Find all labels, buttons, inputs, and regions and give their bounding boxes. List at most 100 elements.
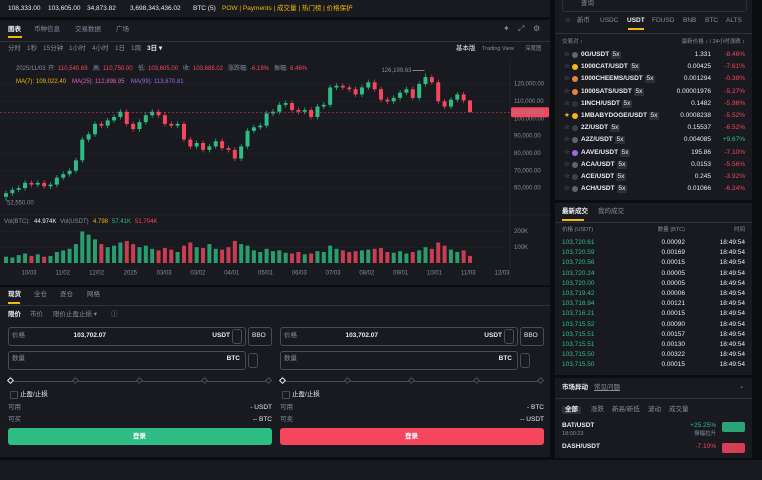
movers-tab[interactable]: 成交量 [669, 406, 689, 413]
pair-name[interactable]: 1000CAT/USDT [581, 63, 628, 71]
bbo-button[interactable] [248, 327, 272, 346]
fav-star[interactable]: ☆ [564, 124, 570, 132]
order-type[interactable]: 限价止盈止损 ▾ [53, 311, 98, 318]
movers-tab[interactable]: 波动 [648, 406, 661, 413]
fav-star[interactable]: ☆ [564, 136, 570, 144]
view-tab[interactable]: Trading View [482, 46, 514, 52]
pair-name[interactable]: AAVE/USDT [581, 148, 619, 156]
chart-icon[interactable]: ⤢ [518, 24, 525, 33]
market-tab[interactable]: BNB [683, 17, 697, 24]
qty-input[interactable] [8, 351, 246, 370]
bbo-label[interactable]: BBO [524, 332, 538, 339]
candle-body [245, 130, 250, 147]
pair-name[interactable]: ACE/USDT [581, 173, 615, 180]
fav-star[interactable]: ☆ [564, 63, 570, 71]
checkbox[interactable] [10, 391, 18, 399]
fav-star[interactable]: ☆ [564, 99, 570, 107]
interval[interactable]: 3日 ▾ [147, 45, 163, 52]
input-label: 数量 [284, 355, 297, 362]
bbo-label[interactable]: BBO [252, 332, 266, 339]
chart-tab[interactable]: 广场 [116, 26, 129, 33]
chart-icon[interactable]: ✦ [503, 24, 510, 33]
info-value: 103,605.00 [148, 66, 179, 72]
interval[interactable]: 1小时 [69, 45, 86, 52]
chart-tab[interactable]: 交易数据 [75, 26, 101, 33]
fav-star[interactable]: ☆ [564, 51, 570, 58]
pair-price: 0.0008238 [680, 112, 711, 119]
x-tick-label: 05/01 [258, 271, 274, 277]
mover-pair[interactable]: DASH/USDT [562, 443, 600, 450]
pair-name[interactable]: 1INCH/USDT [581, 99, 621, 107]
trade-time: 18:49:54 [719, 320, 745, 328]
mover-pair[interactable]: BAT/USDT [562, 422, 595, 429]
fav-star[interactable]: ★ [564, 112, 570, 119]
qty-input[interactable] [280, 351, 518, 370]
order-tab[interactable]: 现货 [8, 291, 21, 298]
submit-button[interactable] [280, 428, 544, 445]
fav-star[interactable]: ☆ [564, 160, 570, 168]
interval[interactable]: 4小时 [92, 45, 109, 52]
pair-name[interactable]: A2Z/USDT [581, 136, 613, 144]
market-tab[interactable]: USDC [600, 17, 619, 24]
pair-name[interactable]: 1000CHEEMS/USDT [581, 75, 643, 83]
chart-tab[interactable]: 图表 [8, 26, 21, 33]
view-tab[interactable]: 基本版 [456, 45, 476, 52]
pair-name[interactable]: 2Z/USDT [581, 124, 609, 132]
market-tab[interactable]: USDT [627, 17, 645, 24]
chart-tab[interactable]: 币种信息 [34, 26, 60, 33]
fav-star[interactable]: ☆ [564, 75, 570, 83]
submit-label[interactable]: 登录 [405, 432, 418, 440]
stepper[interactable] [248, 353, 258, 368]
market-tab[interactable]: ☆ [565, 17, 571, 24]
view-tab[interactable]: 深度图 [525, 46, 542, 52]
search-box[interactable] [562, 0, 747, 12]
market-tab[interactable]: 新币 [577, 17, 590, 24]
avail-value: - BTC [527, 404, 544, 411]
stepper[interactable] [504, 329, 514, 344]
movers-tab[interactable]: 新高/新低 [612, 406, 640, 413]
bbo-button[interactable] [520, 327, 544, 346]
tpsl-label[interactable]: 止盈/止损 [292, 391, 320, 398]
market-tab[interactable]: BTC [705, 17, 718, 24]
fav-star[interactable]: ☆ [564, 173, 570, 180]
pair-name[interactable]: ACA/USDT [581, 160, 615, 168]
movers-tab[interactable]: 全部 [562, 406, 581, 414]
interval[interactable]: 1秒 [27, 45, 38, 52]
info-value: 103,688.02 [193, 66, 224, 72]
interval[interactable]: 1日 [115, 45, 126, 52]
stepper[interactable] [232, 329, 242, 344]
order-type[interactable]: 市价 [30, 311, 43, 318]
fav-star[interactable]: ☆ [564, 148, 570, 156]
pair-name[interactable]: ACH/USDT [581, 185, 615, 193]
fav-star[interactable]: ☆ [564, 185, 570, 193]
submit-label[interactable]: 登录 [133, 432, 146, 440]
pair-name[interactable]: 1000SATS/USDT [581, 87, 632, 95]
price-input[interactable] [280, 327, 518, 346]
fav-star[interactable]: ☆ [564, 87, 570, 95]
leverage-badge: 5x [645, 75, 655, 84]
interval[interactable]: 分时 [8, 45, 21, 52]
order-tab[interactable]: 全仓 [34, 291, 47, 298]
trades-tab[interactable]: 我的成交 [598, 208, 624, 215]
trade-time: 18:49:54 [719, 361, 745, 369]
price-input[interactable] [8, 327, 246, 346]
order-tab[interactable]: 逐仓 [60, 291, 73, 298]
order-type[interactable]: 限价 [8, 311, 21, 318]
interval[interactable]: 1周 [131, 45, 142, 52]
movers-faq[interactable]: 常见问题 [594, 384, 620, 391]
movers-tab[interactable]: 涨跌 [591, 406, 604, 413]
chart-icon[interactable]: ⚙ [533, 24, 541, 33]
trades-tab[interactable]: 最新成交 [562, 208, 588, 215]
stepper[interactable] [520, 353, 530, 368]
tpsl-label[interactable]: 止盈/止损 [20, 391, 48, 398]
market-tab[interactable]: FDUSD [652, 17, 675, 24]
pair-name[interactable]: 1MBABYDOGE/USDT [581, 112, 648, 119]
checkbox[interactable] [282, 391, 290, 399]
search[interactable]: 查询 [581, 0, 594, 7]
interval[interactable]: 15分钟 [43, 45, 64, 52]
pair-name[interactable]: 0G/USDT [581, 51, 610, 58]
submit-button[interactable] [8, 428, 272, 445]
order-tab[interactable]: 网格 [87, 291, 100, 298]
market-tab[interactable]: ALTS [726, 17, 742, 24]
collapse-icon[interactable]: ⌄ [739, 383, 745, 390]
